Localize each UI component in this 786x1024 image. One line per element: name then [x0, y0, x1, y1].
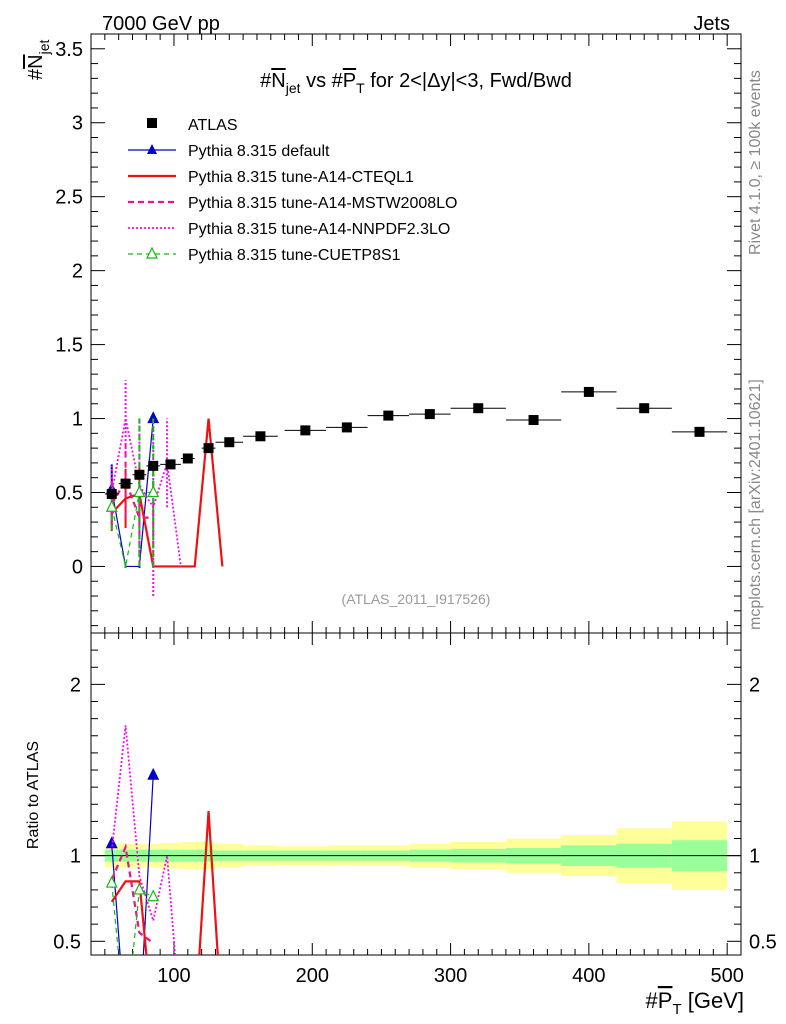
header-left: 7000 GeV pp: [102, 13, 220, 35]
atlas-point: [148, 460, 159, 471]
analysis-watermark: (ATLAS_2011_I917526): [342, 591, 491, 607]
legend-label: Pythia 8.315 tune-A14-NNPDF2.3LO: [188, 221, 450, 238]
ylabel-sub: jet: [36, 40, 52, 56]
xlabel-p: P: [658, 988, 673, 1013]
title-n: N: [271, 70, 285, 92]
title-p-sub: T: [356, 80, 365, 96]
atlas-point: [165, 459, 176, 470]
xlabel-suffix: [GeV]: [682, 988, 744, 1013]
x-tick-label: 400: [572, 965, 605, 987]
y-tick-label: 2.5: [55, 187, 83, 209]
series-line-ratio: [111, 775, 154, 955]
y-axis-label: #Njet: [25, 40, 52, 80]
xlabel-sub: T: [672, 1001, 681, 1018]
x-tick-label: 100: [157, 965, 190, 987]
atlas-point: [203, 443, 214, 454]
title-suffix: for 2<|Δy|<3, Fwd/Bwd: [365, 70, 572, 92]
legend-marker-open-triangle: [146, 246, 158, 259]
ratio-y-axis-label: Ratio to ATLAS: [25, 741, 42, 849]
ylabel-prefix: #: [25, 68, 47, 80]
legend-label: Pythia 8.315 tune-CUETP8S1: [188, 247, 401, 264]
atlas-point: [182, 453, 193, 464]
atlas-point: [583, 386, 594, 397]
y-tick-label: 3.5: [55, 39, 83, 61]
atlas-point: [224, 437, 235, 448]
x-tick-label: 300: [434, 965, 467, 987]
legend: ATLAS Pythia 8.315 default Pythia 8.315 tu…: [128, 117, 457, 264]
ratio-panel: 100 200 300 400 500 0.5 0.5 1 1 2 2: [53, 632, 777, 987]
atlas-point: [300, 425, 311, 436]
y-tick-label: 2: [72, 261, 83, 283]
ratio-y-tick-label-right: 1: [749, 846, 760, 868]
y-tick-label: 0: [72, 556, 83, 578]
series-marker-ratio: [105, 836, 118, 849]
main-panel: 0 0.5 1 1.5 2 2.5 3 3.5: [55, 33, 742, 634]
series-line-main: [111, 491, 154, 567]
header-right: Jets: [693, 13, 730, 35]
series-line-ratio: [110, 843, 154, 944]
y-tick-label: 0.5: [55, 482, 83, 504]
atlas-point: [639, 403, 650, 414]
series-line-main: [111, 418, 154, 568]
atlas-point: [106, 488, 117, 499]
y-tick-label: 1.5: [55, 335, 83, 357]
atlas-point: [383, 410, 394, 421]
legend-label: Pythia 8.315 tune-A14-MSTW2008LO: [188, 195, 457, 212]
ratio-frame: [90, 632, 742, 956]
legend-label: Pythia 8.315 tune-A14-CTEQL1: [188, 169, 414, 186]
title-prefix: #: [260, 70, 272, 92]
xlabel-prefix: #: [646, 988, 659, 1013]
chart-title: #Njet vs #PT for 2<|Δy|<3, Fwd/Bwd: [260, 70, 572, 96]
legend-marker-atlas: [147, 118, 157, 128]
series-marker-main: [147, 485, 160, 498]
series-marker-ratio: [147, 889, 160, 902]
series-line-main: [110, 478, 154, 519]
x-tick-label: 500: [710, 965, 743, 987]
ratio-y-tick-label-left: 0.5: [53, 931, 81, 953]
mcplots-label: mcplots.cern.ch [arXiv:2401.10621]: [747, 379, 764, 630]
ratio-y-tick-label-left: 2: [70, 674, 81, 696]
title-p: P: [343, 70, 356, 92]
series-marker-ratio: [133, 882, 146, 895]
legend-marker-triangle: [147, 144, 157, 154]
atlas-point: [694, 426, 705, 437]
series-marker-ratio: [105, 875, 118, 888]
series-marker-main: [105, 499, 118, 512]
title-mid: vs #: [301, 70, 344, 92]
x-tick-label: 200: [296, 965, 329, 987]
atlas-point: [120, 478, 131, 489]
series-marker-ratio: [147, 767, 160, 780]
series-line-ratio: [111, 883, 154, 955]
atlas-point: [528, 415, 539, 426]
atlas-point: [255, 431, 266, 442]
series-line-main: [110, 418, 182, 567]
atlas-point: [134, 469, 145, 480]
atlas-point: [473, 403, 484, 414]
atlas-point: [341, 422, 352, 433]
atlas-point: [424, 409, 435, 420]
title-n-sub: jet: [285, 80, 301, 96]
legend-label: ATLAS: [188, 117, 238, 134]
series-line-main: [110, 418, 224, 568]
series-line-ratio: [110, 811, 219, 955]
rivet-label: Rivet 4.1.0, ≥ 100k events: [747, 70, 764, 255]
y-tick-label: 1: [72, 409, 83, 431]
series-marker-main: [133, 485, 146, 498]
ratio-y-tick-label-right: 0.5: [749, 931, 777, 953]
ratio-y-tick-label-left: 1: [70, 846, 81, 868]
y-tick-label: 3: [72, 113, 83, 135]
ratio-y-tick-label-right: 2: [749, 674, 760, 696]
ylabel-n: N: [25, 54, 47, 68]
legend-label: Pythia 8.315 default: [188, 143, 330, 160]
x-axis-label: #PT [GeV]: [646, 988, 744, 1018]
series-line-ratio: [110, 725, 176, 955]
